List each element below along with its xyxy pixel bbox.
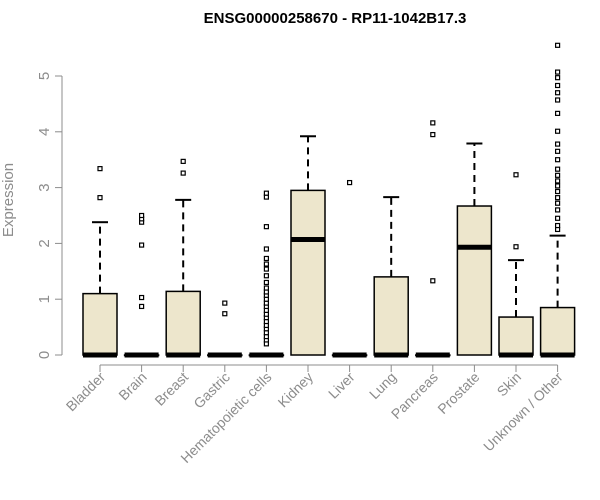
outlier-point [430, 120, 436, 126]
y-axis: 0 1 2 3 4 5 [36, 72, 63, 359]
chart-title: ENSG00000258670 - RP11-1042B17.3 [204, 10, 467, 27]
box-group [539, 42, 576, 358]
outlier-point [139, 294, 145, 301]
box-iqr [290, 189, 326, 356]
outlier-point [263, 285, 269, 291]
y-tick-label: 5 [36, 72, 53, 80]
y-axis-label: Expression [0, 163, 17, 237]
outlier-point [263, 279, 269, 286]
box-iqr [165, 290, 201, 356]
outlier-point [554, 166, 561, 172]
x-tick-label: Unknown / Other [480, 369, 566, 455]
box-group [248, 190, 285, 358]
outlier-point [180, 170, 186, 176]
outlier-point [554, 97, 561, 103]
outlier-point [554, 110, 561, 116]
outlier-point [222, 311, 228, 317]
outlier-point [554, 157, 561, 163]
box-group [82, 166, 118, 358]
outlier-point [513, 172, 519, 178]
outlier-point [554, 82, 561, 89]
outlier-point [554, 207, 561, 213]
box-group [290, 135, 326, 356]
x-tick-label: Bladder [63, 369, 109, 415]
outlier-point [554, 222, 561, 229]
outlier-point [139, 303, 145, 310]
box-group [373, 196, 409, 358]
outlier-point [97, 195, 103, 201]
x-tick-label: Liver [325, 369, 358, 402]
y-tick-label: 0 [36, 351, 53, 359]
outlier-point [222, 300, 228, 306]
box-iqr [82, 292, 118, 356]
outlier-point [430, 278, 436, 284]
box-group [456, 142, 493, 356]
outlier-point [263, 190, 269, 196]
outlier-point [513, 244, 519, 250]
outlier-point [263, 273, 269, 279]
outlier-point [263, 255, 269, 262]
box-group [123, 212, 160, 358]
box-iqr [498, 316, 534, 356]
outlier-point [554, 200, 561, 206]
box-group [331, 179, 368, 358]
outlier-point [554, 183, 561, 189]
outlier-point [139, 242, 145, 248]
outlier-point [554, 215, 561, 221]
outlier-point [180, 158, 186, 164]
box-group [165, 158, 201, 358]
x-tick-label: Kidney [275, 369, 317, 411]
outlier-point [554, 141, 561, 147]
x-tick-label: Lung [366, 369, 399, 402]
outlier-point [263, 266, 269, 272]
box-group [415, 120, 451, 358]
plot-area [82, 42, 576, 358]
outlier-point [430, 131, 436, 138]
outlier-point [554, 42, 561, 48]
outlier-point [554, 178, 561, 184]
outlier-point [263, 261, 269, 267]
box-group [207, 300, 243, 358]
outlier-point [554, 195, 561, 201]
x-tick-label: Breast [151, 369, 191, 409]
outlier-point [554, 188, 561, 195]
outlier-point [554, 172, 561, 178]
outlier-point [554, 75, 561, 81]
box-iqr [539, 306, 576, 356]
outlier-point [347, 179, 353, 186]
outlier-point [554, 148, 561, 154]
y-tick-label: 2 [36, 239, 53, 247]
outlier-point [97, 166, 103, 172]
x-tick-label: Prostate [434, 369, 482, 417]
y-tick-label: 4 [36, 128, 53, 136]
outlier-point [263, 224, 269, 230]
y-tick-label: 3 [36, 183, 53, 191]
x-tick-label: Skin [494, 369, 525, 400]
outlier-point [554, 128, 561, 134]
box-iqr [456, 205, 493, 356]
outlier-point [263, 246, 269, 252]
outlier-point [554, 90, 561, 96]
x-tick-label: Brain [115, 369, 149, 403]
y-tick-label: 1 [36, 295, 53, 303]
box-group [498, 172, 534, 358]
box-iqr [373, 276, 409, 356]
outlier-point [554, 69, 561, 75]
outlier-point [139, 212, 145, 219]
